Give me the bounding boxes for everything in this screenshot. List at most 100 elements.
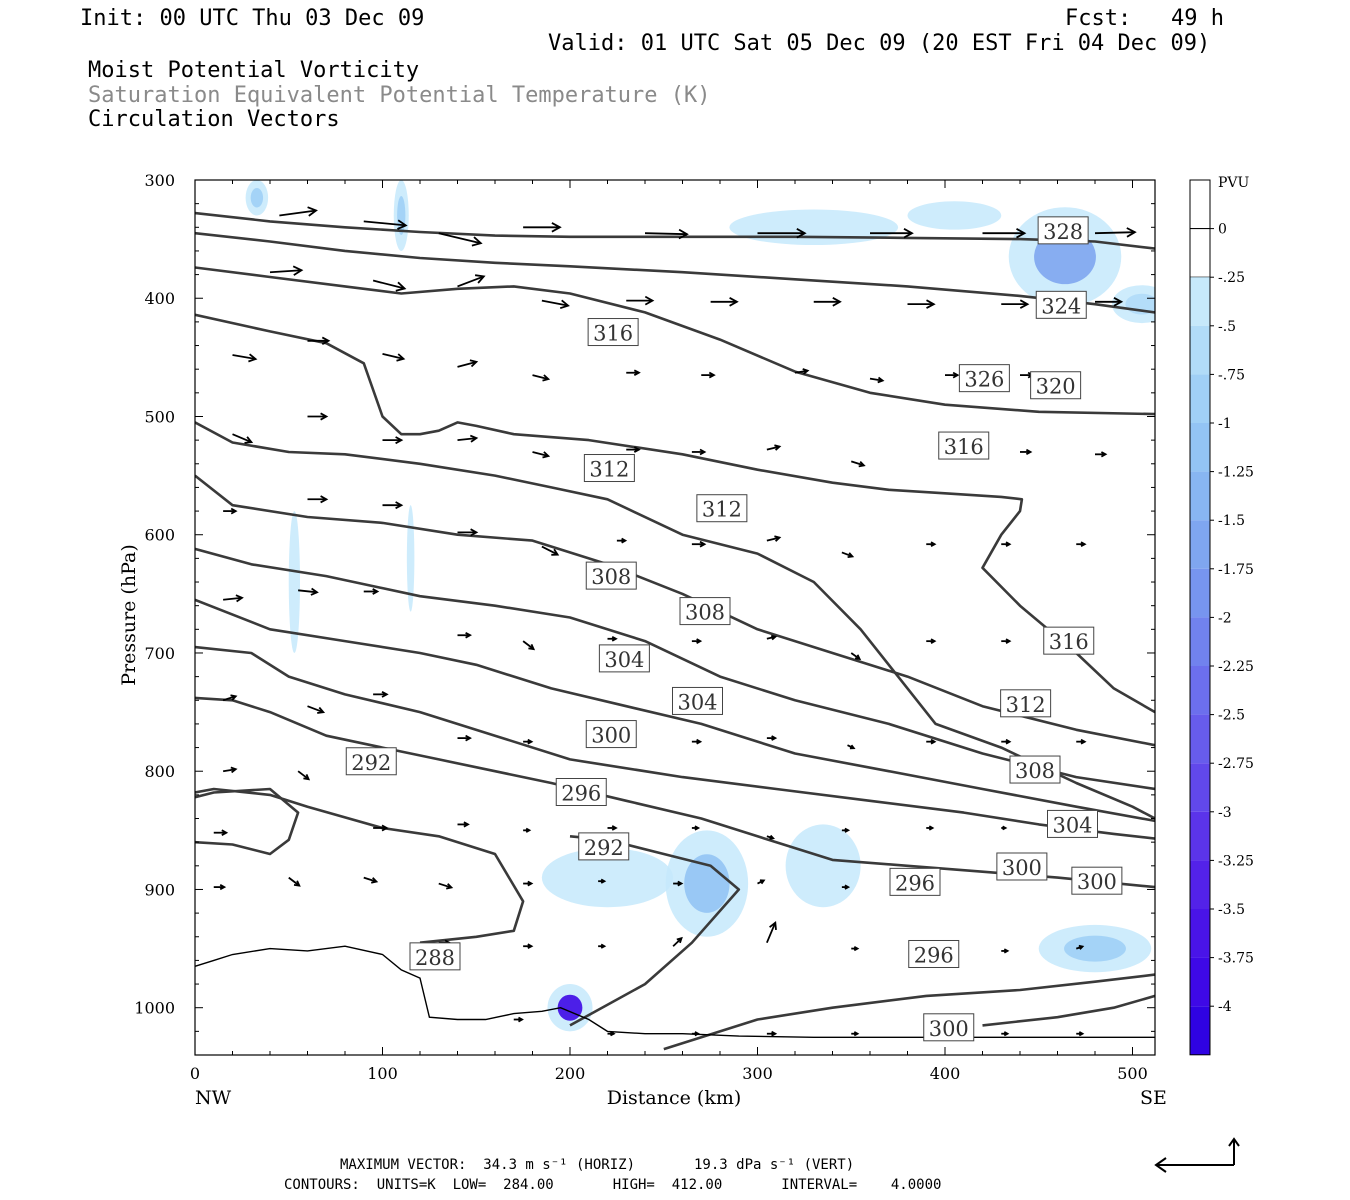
colorbar-cell — [1190, 957, 1210, 1007]
contour-label: 316 — [1043, 626, 1095, 655]
circulation-vector — [691, 825, 701, 831]
circulation-vector — [438, 232, 483, 247]
theta-es-contour-296 — [195, 645, 1155, 840]
colorbar-label: -2 — [1218, 610, 1232, 626]
theta-es-contour-300 — [195, 598, 1155, 823]
circulation-vector — [1001, 825, 1008, 831]
circulation-vector — [457, 821, 470, 828]
colorbar-label: -4 — [1218, 999, 1232, 1015]
circulation-vector — [213, 884, 227, 891]
circulation-vector — [523, 222, 562, 233]
circulation-vector — [223, 507, 238, 515]
y-tick-label: 400 — [144, 289, 175, 308]
circulation-vector — [841, 551, 855, 558]
circulation-vector — [457, 528, 479, 537]
colorbar-label: -1.5 — [1218, 513, 1245, 529]
theta-es-contour-304 — [195, 547, 1155, 791]
colorbar-label: -1.25 — [1218, 465, 1254, 481]
circulation-vector — [926, 825, 935, 831]
circulation-vector — [841, 827, 851, 833]
circulation-vector — [363, 876, 379, 884]
circulation-vector — [982, 228, 1027, 239]
circulation-vector — [850, 652, 862, 661]
colorbar-cell — [1190, 909, 1210, 958]
theta-es-contour-300 — [982, 994, 1155, 1027]
circulation-vector — [757, 879, 766, 885]
x-axis-title: Distance (km) — [607, 1087, 742, 1109]
contour-label-text: 308 — [685, 601, 725, 625]
y-tick-label: 1000 — [134, 999, 175, 1018]
colorbar-label: -3.75 — [1218, 951, 1254, 967]
colorbar-cell — [1190, 423, 1210, 472]
y-tick-label: 900 — [144, 880, 175, 899]
circulation-vector — [850, 460, 866, 468]
colorbar-label: -2.25 — [1218, 659, 1254, 675]
contour-label: 296 — [555, 778, 607, 806]
circulation-vector — [457, 734, 472, 742]
pv-shading-area — [785, 824, 861, 908]
circulation-vector — [766, 834, 775, 840]
circulation-vector — [523, 880, 534, 887]
circulation-vector — [1001, 299, 1030, 309]
colorbar-label: -3 — [1218, 805, 1232, 821]
y-tick-label: 300 — [144, 171, 175, 190]
contour-info-note: CONTOURS: UNITS=K LOW= 284.00 HIGH= 412.… — [284, 1177, 942, 1193]
forecast-hour: Fcst: 49 h — [1065, 6, 1224, 31]
circulation-vector — [870, 228, 914, 239]
colorbar-label: -1.75 — [1218, 562, 1254, 578]
theta-es-contour-324 — [195, 231, 1155, 314]
colorbar-cell — [1190, 325, 1210, 375]
x-end-label-nw: NW — [195, 1087, 232, 1109]
colorbar-cell — [1190, 714, 1210, 764]
contour-label: 288 — [409, 942, 461, 971]
contour-label-text: 316 — [593, 322, 633, 346]
contour-label: 326 — [958, 364, 1010, 393]
contour-label: 300 — [585, 720, 637, 749]
colorbar-cell — [1190, 617, 1210, 666]
circulation-vector — [691, 638, 703, 644]
circulation-vector — [1001, 948, 1010, 954]
contour-label: 312 — [583, 454, 635, 483]
x-tick-label: 200 — [555, 1064, 586, 1083]
colorbar-label: -2.5 — [1218, 708, 1245, 724]
contour-label-text: 300 — [591, 724, 631, 748]
plot-frame — [194, 179, 1156, 1056]
circulation-vector — [841, 884, 851, 890]
field-title-mpv: Moist Potential Vorticity — [88, 58, 420, 83]
pv-shading-area — [406, 505, 415, 612]
circulation-vector — [766, 1030, 778, 1037]
circulation-vector — [523, 827, 532, 833]
colorbar-cell — [1190, 471, 1210, 521]
contour-label-text: 304 — [677, 690, 717, 714]
x-tick-label: 100 — [367, 1064, 398, 1083]
x-tick-label: 0 — [190, 1064, 200, 1083]
circulation-vector — [869, 376, 885, 384]
pv-shading-area — [288, 511, 300, 653]
contour-label-text: 304 — [604, 648, 644, 672]
theta-es-contour-328 — [195, 211, 1155, 250]
contour-label: 308 — [1009, 755, 1061, 784]
circulation-vector — [672, 936, 683, 947]
circulation-vector — [1076, 541, 1087, 547]
circulation-vector — [766, 535, 782, 542]
circulation-vector — [232, 353, 258, 363]
x-end-label-se: SE — [1140, 1087, 1167, 1109]
theta-es-contour-316 — [195, 313, 1155, 714]
x-tick-label: 300 — [742, 1064, 773, 1083]
circulation-vector — [1094, 227, 1137, 238]
contour-label: 300 — [923, 1013, 975, 1042]
contour-label: 300 — [1071, 866, 1123, 895]
circulation-vector — [372, 279, 407, 292]
circulation-vector — [307, 495, 329, 504]
circulation-vector — [457, 274, 486, 288]
theta-es-contour-296 — [663, 973, 1155, 1051]
circulation-vector — [766, 444, 782, 451]
contour-label: 312 — [1000, 689, 1052, 718]
colorbar-label: -2.75 — [1218, 756, 1254, 772]
colorbar-label: -.25 — [1218, 270, 1245, 286]
colorbar-label: -3.5 — [1218, 902, 1245, 918]
circulation-vector — [523, 738, 534, 745]
valid-time: Valid: 01 UTC Sat 05 Dec 09 (20 EST Fri … — [548, 31, 1211, 56]
colorbar-cell — [1190, 568, 1210, 618]
